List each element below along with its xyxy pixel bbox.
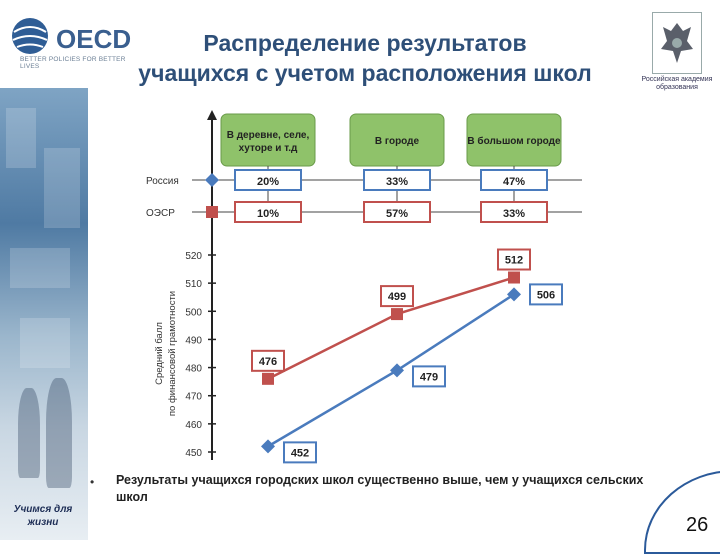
data-point: [507, 287, 521, 302]
data-point: [262, 372, 274, 385]
data-label-box: [412, 365, 446, 388]
share-box: [234, 169, 302, 191]
series-marker-square: [206, 206, 218, 218]
y-tick-label: 490: [185, 335, 202, 346]
series-legend-label: Россия: [146, 176, 179, 187]
data-point: [508, 271, 520, 284]
share-label: 20%: [257, 176, 279, 188]
title-line-1: Распределение результатов: [203, 30, 527, 56]
data-point: [390, 363, 404, 378]
category-header-label: В деревне, селе, хуторе и т.д: [227, 130, 310, 154]
chart: В деревне, селе, хуторе и т.д В городе В бо…: [142, 100, 588, 468]
y-tick-label: 510: [185, 279, 202, 290]
y-axis-arrow: [207, 110, 217, 120]
data-label: 452: [291, 447, 309, 459]
emblem-icon: [652, 12, 702, 74]
share-label: 33%: [386, 176, 408, 188]
series-legend-label: ОЭСР: [146, 208, 175, 219]
share-box: [480, 201, 548, 223]
data-point: [391, 308, 403, 321]
share-box: [363, 169, 431, 191]
data-label: 476: [259, 356, 277, 368]
data-label: 479: [420, 371, 438, 383]
motto: Учимся для жизни: [13, 504, 73, 528]
share-box: [234, 201, 302, 223]
bullet-text: Результаты учащихся городских школ сущес…: [116, 473, 644, 504]
data-label: 506: [537, 289, 555, 301]
data-label: 499: [388, 291, 406, 303]
series-marker-diamond: [205, 173, 219, 187]
bullet-mark: •: [90, 475, 95, 489]
y-axis-label-line-2: по финансовой грамотности: [167, 291, 178, 416]
y-tick-label: 470: [185, 392, 202, 403]
share-box: [480, 169, 548, 191]
oecd-logo: OECD BETTER POLICIES FOR BETTER LIVES: [8, 14, 136, 70]
title-line-2: учащихся с учетом расположения школ: [138, 60, 592, 86]
data-label: 512: [505, 255, 523, 267]
category-header-label: В большом городе: [467, 135, 561, 147]
emblem-caption: Российская академия образования: [641, 76, 713, 91]
y-tick-label: 500: [185, 307, 202, 318]
logo-tagline: BETTER POLICIES FOR BETTER LIVES: [20, 56, 126, 70]
side-photo-strip: [0, 88, 88, 540]
data-label-box: [497, 248, 531, 271]
data-label-box: [251, 349, 285, 372]
y-tick-label: 460: [185, 420, 202, 431]
share-label: 57%: [386, 208, 408, 220]
y-axis-label-line-1: Средний балл: [154, 322, 165, 385]
share-box: [363, 201, 431, 223]
data-label-box: [283, 441, 317, 464]
share-label: 33%: [503, 208, 525, 220]
page-number: 26: [686, 514, 709, 536]
data-point: [261, 439, 275, 454]
globe-icon: [12, 18, 48, 54]
y-tick-label: 450: [185, 448, 202, 459]
data-label-box: [380, 285, 414, 308]
share-label: 47%: [503, 176, 525, 188]
y-tick-label: 480: [185, 364, 202, 375]
data-label-box: [529, 283, 563, 306]
category-header-label: В городе: [375, 136, 420, 147]
logo-word: OECD: [56, 24, 132, 54]
share-label: 10%: [257, 208, 279, 220]
page-title: Распределение результатов учащихся с уче…: [80, 28, 650, 88]
y-tick-label: 520: [185, 251, 202, 262]
